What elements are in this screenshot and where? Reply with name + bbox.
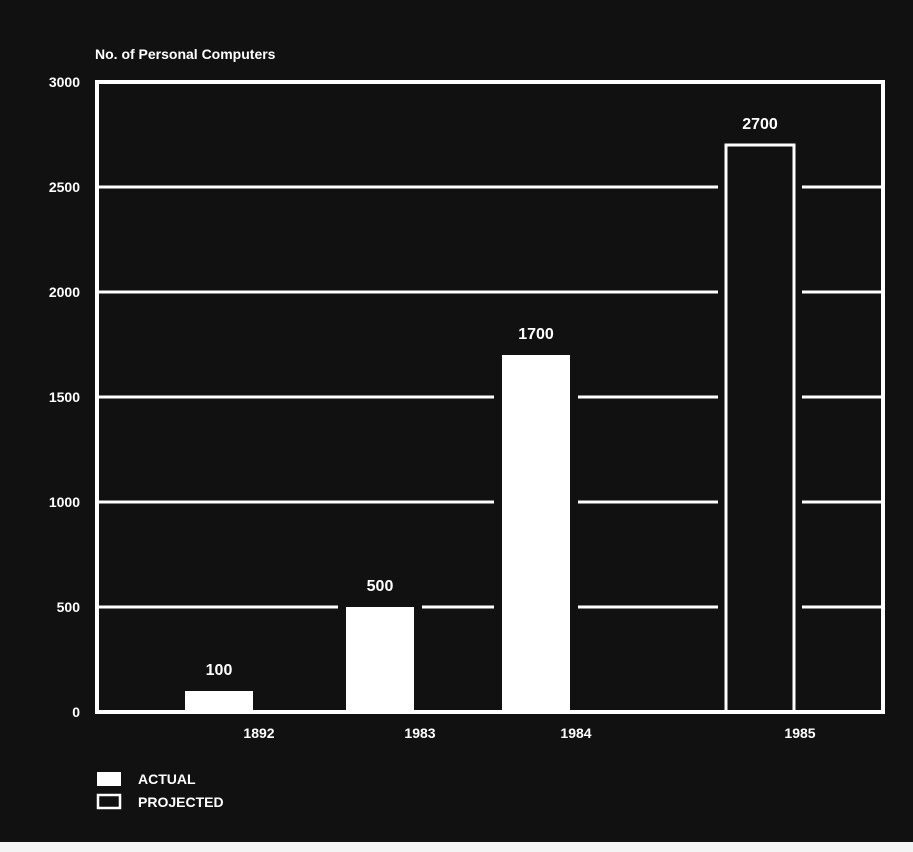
x-tick-label: 1984 — [560, 725, 591, 741]
y-tick-label: 1500 — [49, 389, 80, 405]
legend: ACTUAL PROJECTED — [96, 771, 224, 810]
legend-swatch-actual — [97, 772, 121, 786]
bars: 100 500 1700 2700 — [177, 116, 802, 714]
y-tick-label: 0 — [72, 704, 80, 720]
x-tick-label: 1985 — [784, 725, 815, 741]
y-tick-labels: 0 500 1000 1500 2000 2500 3000 — [49, 74, 80, 720]
legend-swatch-projected — [96, 793, 122, 810]
y-tick-label: 3000 — [49, 74, 80, 90]
bar-value-label: 100 — [206, 662, 233, 679]
bar-1984-actual — [502, 355, 570, 712]
y-axis-title: No. of Personal Computers — [95, 46, 276, 62]
legend-label-actual: ACTUAL — [138, 771, 196, 787]
plot-frame — [95, 80, 885, 714]
legend-label-projected: PROJECTED — [138, 794, 224, 810]
x-tick-labels: 1892 1983 1984 1985 — [243, 725, 815, 741]
x-tick-label: 1892 — [243, 725, 274, 741]
bar-value-label: 500 — [367, 578, 394, 595]
bar-value-label: 1700 — [518, 326, 554, 343]
bar-1983-actual — [346, 607, 414, 712]
y-tick-label: 500 — [57, 599, 81, 615]
x-tick-label: 1983 — [404, 725, 435, 741]
y-tick-label: 2000 — [49, 284, 80, 300]
bar-1892-actual — [185, 691, 253, 712]
bar-1985-projected — [724, 143, 796, 714]
y-tick-label: 1000 — [49, 494, 80, 510]
bar-value-label: 2700 — [742, 116, 778, 133]
y-tick-label: 2500 — [49, 179, 80, 195]
